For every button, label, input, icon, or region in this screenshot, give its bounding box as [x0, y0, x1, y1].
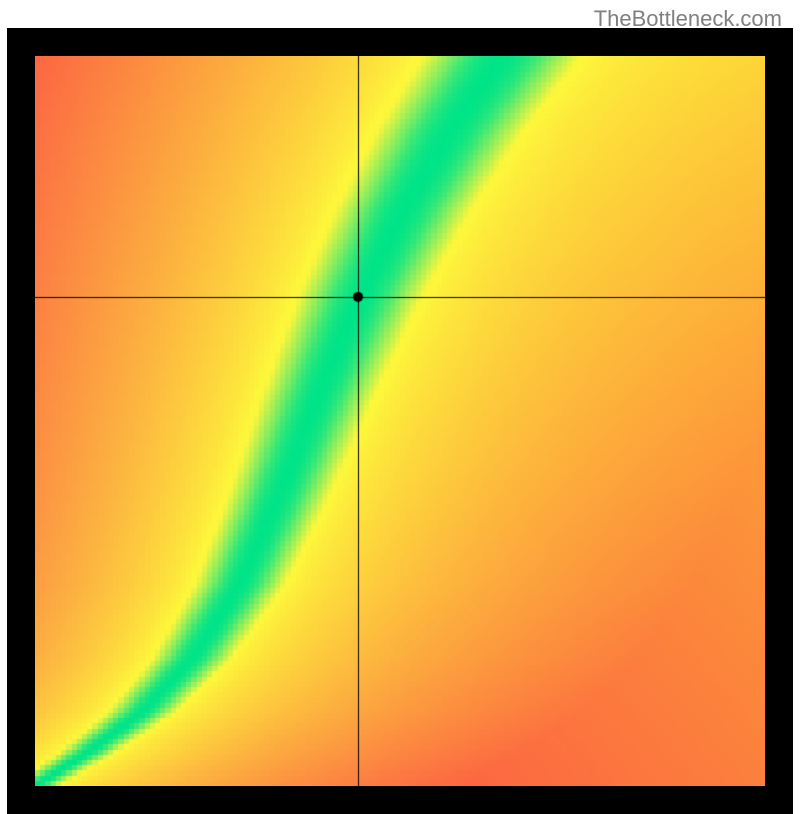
- crosshair-overlay: [35, 56, 765, 786]
- chart-container: TheBottleneck.com: [0, 0, 800, 800]
- watermark-text: TheBottleneck.com: [594, 6, 782, 32]
